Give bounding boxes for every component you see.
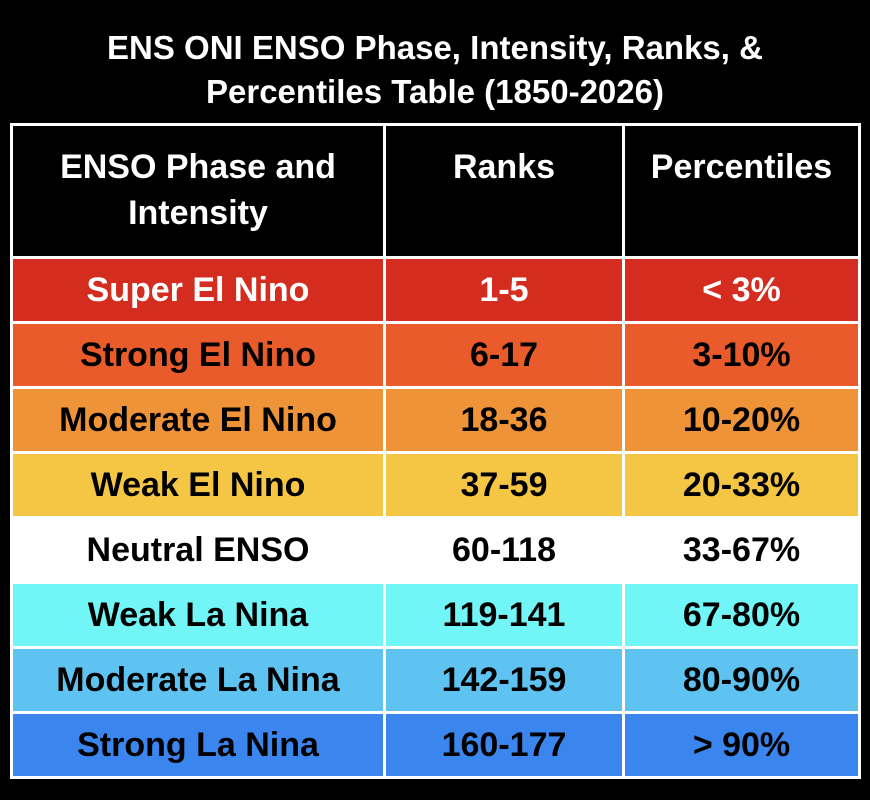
- table-cell: Moderate La Nina: [10, 646, 386, 714]
- table-body: Super El Nino 1-5 < 3% Strong El Nino 6-17 3-…: [10, 256, 861, 779]
- table-cell: Strong El Nino: [10, 321, 386, 389]
- table-cell: > 90%: [622, 711, 861, 779]
- table-cell: 60-118: [383, 516, 625, 584]
- table-header: ENSO Phase and Intensity Ranks Percentiles: [10, 123, 861, 259]
- header-row: ENSO Phase and Intensity Ranks Percentiles: [10, 123, 861, 259]
- table-cell: 67-80%: [622, 581, 861, 649]
- table-row: Neutral ENSO 60-118 33-67%: [10, 516, 861, 584]
- table-cell: 20-33%: [622, 451, 861, 519]
- title: ENS ONI ENSO Phase, Intensity, Ranks, & …: [107, 29, 763, 110]
- table-cell: 160-177: [383, 711, 625, 779]
- table-cell: 119-141: [383, 581, 625, 649]
- table-cell: Weak La Nina: [10, 581, 386, 649]
- table-cell: Neutral ENSO: [10, 516, 386, 584]
- table-row: Weak El Nino 37-59 20-33%: [10, 451, 861, 519]
- table-row: Weak La Nina 119-141 67-80%: [10, 581, 861, 649]
- table-cell: 6-17: [383, 321, 625, 389]
- table-cell: 142-159: [383, 646, 625, 714]
- table-cell: 18-36: [383, 386, 625, 454]
- table-cell: Weak El Nino: [10, 451, 386, 519]
- table-cell: 1-5: [383, 256, 625, 324]
- table-cell: 3-10%: [622, 321, 861, 389]
- column-header: Ranks: [383, 123, 625, 259]
- table-row: Super El Nino 1-5 < 3%: [10, 256, 861, 324]
- table-cell: 33-67%: [622, 516, 861, 584]
- table-cell: Super El Nino: [10, 256, 386, 324]
- table-row: Strong El Nino 6-17 3-10%: [10, 321, 861, 389]
- enso-table: ENSO Phase and Intensity Ranks Percentiles…: [10, 123, 861, 779]
- table-cell: 10-20%: [622, 386, 861, 454]
- table-cell: < 3%: [622, 256, 861, 324]
- table-cell: 80-90%: [622, 646, 861, 714]
- table-row: Moderate El Nino 18-36 10-20%: [10, 386, 861, 454]
- table-cell: Strong La Nina: [10, 711, 386, 779]
- table-row: Moderate La Nina 142-159 80-90%: [10, 646, 861, 714]
- column-header: Percentiles: [622, 123, 861, 259]
- table-row: Strong La Nina 160-177 > 90%: [10, 711, 861, 779]
- column-header: ENSO Phase and Intensity: [10, 123, 386, 259]
- table-cell: 37-59: [383, 451, 625, 519]
- table-cell: Moderate El Nino: [10, 386, 386, 454]
